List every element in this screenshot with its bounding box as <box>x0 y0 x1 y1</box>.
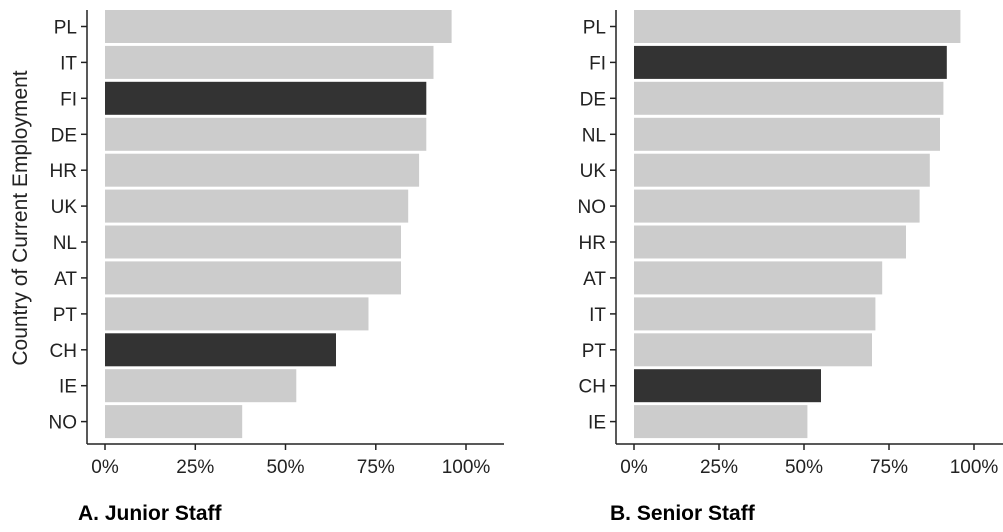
y-tick-label: IE <box>588 413 606 434</box>
bar-no <box>634 190 920 223</box>
x-tick-label: 25% <box>176 457 214 478</box>
bar-ch <box>634 369 821 402</box>
x-tick-label: 25% <box>700 457 738 478</box>
bar-ch <box>105 333 336 366</box>
bar-de <box>634 82 943 115</box>
y-tick-label: AT <box>583 269 606 290</box>
bar-hr <box>105 154 419 187</box>
x-tick-label: 100% <box>950 457 999 478</box>
x-tick-label: 100% <box>442 457 491 478</box>
y-tick-label: HR <box>50 161 77 182</box>
y-tick-label: PL <box>583 18 606 39</box>
x-tick-label: 50% <box>266 457 304 478</box>
bar-uk <box>105 190 408 223</box>
y-tick-label: IT <box>589 305 606 326</box>
bar-no <box>105 405 242 438</box>
y-tick-label: CH <box>579 377 606 398</box>
y-tick-label: NL <box>53 233 77 254</box>
y-axis-label: Country of Current Employment <box>9 70 32 365</box>
bar-ie <box>105 369 296 402</box>
bar-at <box>105 261 401 294</box>
bar-ie <box>634 405 807 438</box>
bar-pl <box>105 10 452 43</box>
y-tick-label: DE <box>580 89 606 110</box>
bar-nl <box>634 118 940 151</box>
x-tick-label: 50% <box>785 457 823 478</box>
x-tick-label: 75% <box>357 457 395 478</box>
y-tick-label: PT <box>53 305 78 326</box>
bar-uk <box>634 154 930 187</box>
x-tick-label: 0% <box>620 457 648 478</box>
x-tick-label: 75% <box>870 457 908 478</box>
panel-title: A. Junior Staff <box>78 502 223 525</box>
bar-at <box>634 261 882 294</box>
bar-it <box>105 46 434 79</box>
bar-hr <box>634 226 906 259</box>
y-tick-label: IE <box>59 377 77 398</box>
panel-b: PL FI DE NL UK NO HR AT IT PT CH IE 0% 25% 50% 75% 100% B… <box>578 10 1003 525</box>
bar-de <box>105 118 426 151</box>
y-tick-label: PL <box>54 18 77 39</box>
y-tick-label: DE <box>51 125 77 146</box>
x-tick-label: 0% <box>91 457 119 478</box>
y-tick-label: UK <box>580 161 607 182</box>
panel-title: B. Senior Staff <box>610 502 756 525</box>
bar-pt <box>105 297 369 330</box>
y-tick-label: NO <box>49 413 78 434</box>
bar-fi <box>105 82 426 115</box>
bar-it <box>634 297 875 330</box>
bar-pt <box>634 333 872 366</box>
bar-pl <box>634 10 960 43</box>
y-tick-label: FI <box>60 89 77 110</box>
y-tick-label: HR <box>579 233 606 254</box>
y-tick-label: IT <box>60 53 77 74</box>
y-tick-label: AT <box>54 269 77 290</box>
bar-nl <box>105 226 401 259</box>
y-tick-label: UK <box>51 197 78 218</box>
y-tick-label: FI <box>589 53 606 74</box>
y-tick-label: PT <box>582 341 607 362</box>
y-tick-label: NO <box>578 197 607 218</box>
panel-a: PL IT FI DE HR UK NL AT PT CH IE NO 0% 25% 50% 75% 100% A… <box>49 10 505 525</box>
bar-fi <box>634 46 947 79</box>
y-tick-label: CH <box>50 341 77 362</box>
y-tick-label: NL <box>582 125 606 146</box>
